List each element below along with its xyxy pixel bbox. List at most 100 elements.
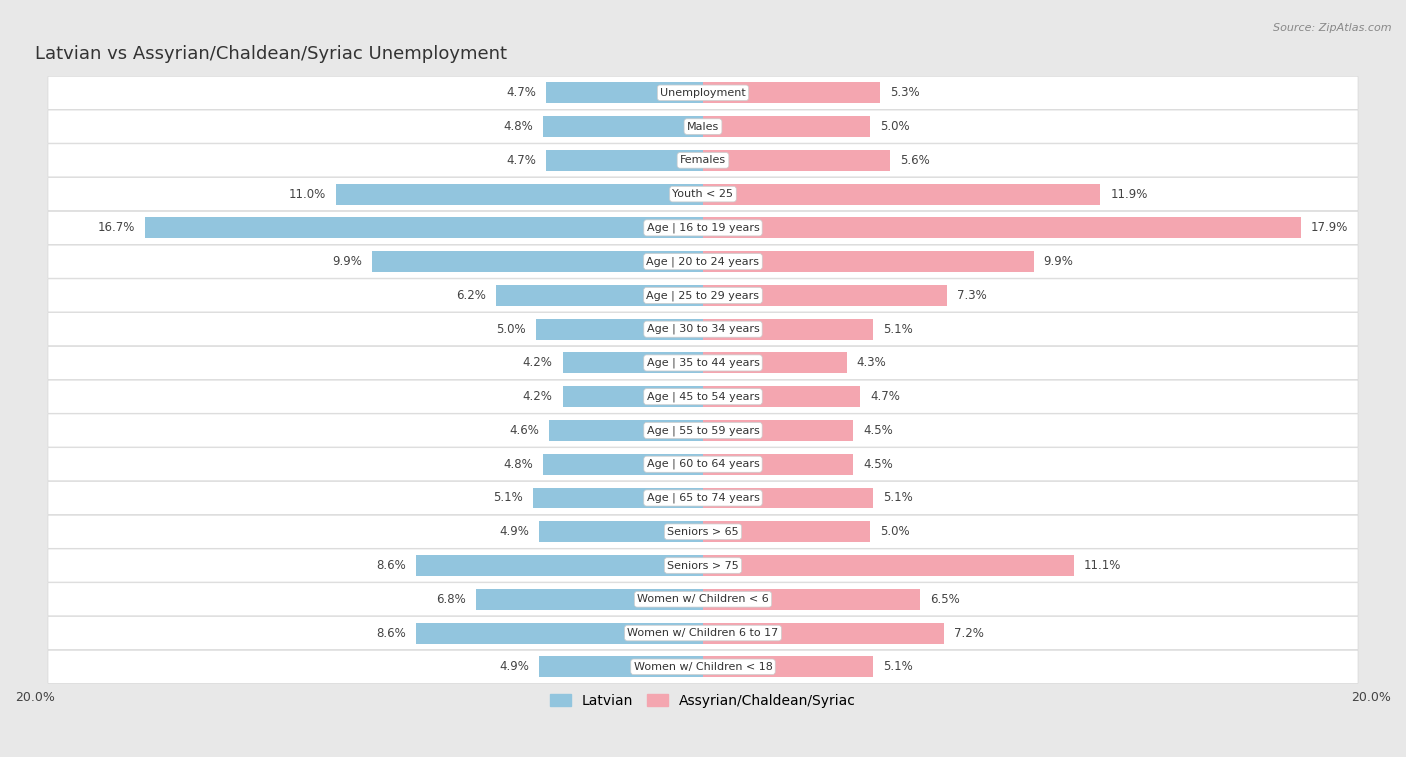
Bar [416, 622, 703, 643]
Text: Age | 65 to 74 years: Age | 65 to 74 years [647, 493, 759, 503]
Bar [540, 522, 703, 542]
Text: 4.5%: 4.5% [863, 458, 893, 471]
Bar [703, 488, 873, 509]
Bar [703, 622, 943, 643]
Text: 16.7%: 16.7% [98, 221, 135, 235]
Bar [543, 116, 703, 137]
Text: Age | 60 to 64 years: Age | 60 to 64 years [647, 459, 759, 469]
Text: 5.0%: 5.0% [880, 120, 910, 133]
Text: Unemployment: Unemployment [661, 88, 745, 98]
Text: 4.2%: 4.2% [523, 357, 553, 369]
Text: Age | 35 to 44 years: Age | 35 to 44 years [647, 358, 759, 368]
Text: 4.7%: 4.7% [506, 154, 536, 167]
Bar [703, 116, 870, 137]
Text: Women w/ Children 6 to 17: Women w/ Children 6 to 17 [627, 628, 779, 638]
Text: 17.9%: 17.9% [1310, 221, 1348, 235]
Text: 5.3%: 5.3% [890, 86, 920, 99]
FancyBboxPatch shape [48, 380, 1358, 413]
Text: 6.2%: 6.2% [456, 289, 486, 302]
Text: 5.1%: 5.1% [883, 660, 912, 673]
Bar [475, 589, 703, 609]
Bar [703, 83, 880, 103]
FancyBboxPatch shape [48, 650, 1358, 684]
Text: 4.6%: 4.6% [509, 424, 540, 437]
Text: Age | 30 to 34 years: Age | 30 to 34 years [647, 324, 759, 335]
Text: 7.3%: 7.3% [957, 289, 987, 302]
FancyBboxPatch shape [48, 414, 1358, 447]
Bar [543, 453, 703, 475]
FancyBboxPatch shape [48, 516, 1358, 548]
Bar [540, 656, 703, 678]
FancyBboxPatch shape [48, 178, 1358, 210]
Bar [536, 319, 703, 340]
Bar [533, 488, 703, 509]
Bar [703, 420, 853, 441]
Text: Youth < 25: Youth < 25 [672, 189, 734, 199]
Bar [703, 453, 853, 475]
Text: Latvian vs Assyrian/Chaldean/Syriac Unemployment: Latvian vs Assyrian/Chaldean/Syriac Unem… [35, 45, 508, 64]
FancyBboxPatch shape [48, 549, 1358, 582]
Text: Seniors > 65: Seniors > 65 [668, 527, 738, 537]
Text: 5.0%: 5.0% [880, 525, 910, 538]
Text: Age | 45 to 54 years: Age | 45 to 54 years [647, 391, 759, 402]
Text: 4.3%: 4.3% [856, 357, 886, 369]
Text: Age | 16 to 19 years: Age | 16 to 19 years [647, 223, 759, 233]
FancyBboxPatch shape [48, 583, 1358, 616]
FancyBboxPatch shape [48, 76, 1358, 109]
FancyBboxPatch shape [48, 211, 1358, 245]
Bar [703, 217, 1301, 238]
Text: Age | 20 to 24 years: Age | 20 to 24 years [647, 257, 759, 267]
Text: 9.9%: 9.9% [332, 255, 363, 268]
Text: 5.0%: 5.0% [496, 322, 526, 335]
Text: Women w/ Children < 18: Women w/ Children < 18 [634, 662, 772, 671]
Text: 8.6%: 8.6% [375, 627, 406, 640]
Bar [703, 522, 870, 542]
Text: Seniors > 75: Seniors > 75 [666, 560, 740, 571]
Text: Age | 55 to 59 years: Age | 55 to 59 years [647, 425, 759, 436]
Text: 6.8%: 6.8% [436, 593, 465, 606]
Bar [562, 353, 703, 373]
Bar [703, 184, 1101, 204]
Bar [546, 83, 703, 103]
Bar [496, 285, 703, 306]
Bar [703, 150, 890, 171]
FancyBboxPatch shape [48, 279, 1358, 312]
Text: 11.0%: 11.0% [288, 188, 326, 201]
Text: 5.1%: 5.1% [883, 322, 912, 335]
FancyBboxPatch shape [48, 347, 1358, 379]
FancyBboxPatch shape [48, 144, 1358, 177]
Text: 5.1%: 5.1% [883, 491, 912, 504]
Bar [703, 386, 860, 407]
Text: Source: ZipAtlas.com: Source: ZipAtlas.com [1274, 23, 1392, 33]
Bar [562, 386, 703, 407]
Text: 5.1%: 5.1% [494, 491, 523, 504]
Bar [703, 589, 920, 609]
Text: 7.2%: 7.2% [953, 627, 983, 640]
Bar [336, 184, 703, 204]
Text: 4.9%: 4.9% [499, 660, 529, 673]
FancyBboxPatch shape [48, 245, 1358, 278]
Text: 11.9%: 11.9% [1111, 188, 1147, 201]
Bar [703, 656, 873, 678]
FancyBboxPatch shape [48, 110, 1358, 143]
Text: 9.9%: 9.9% [1043, 255, 1074, 268]
Bar [703, 319, 873, 340]
Bar [550, 420, 703, 441]
Text: 4.2%: 4.2% [523, 390, 553, 403]
Bar [546, 150, 703, 171]
Text: 4.8%: 4.8% [503, 458, 533, 471]
Bar [145, 217, 703, 238]
Text: 8.6%: 8.6% [375, 559, 406, 572]
Text: 4.7%: 4.7% [870, 390, 900, 403]
Text: Women w/ Children < 6: Women w/ Children < 6 [637, 594, 769, 604]
Text: 5.6%: 5.6% [900, 154, 929, 167]
Text: 4.5%: 4.5% [863, 424, 893, 437]
FancyBboxPatch shape [48, 313, 1358, 346]
Bar [416, 555, 703, 576]
FancyBboxPatch shape [48, 447, 1358, 481]
Text: 6.5%: 6.5% [931, 593, 960, 606]
FancyBboxPatch shape [48, 481, 1358, 515]
Text: 4.9%: 4.9% [499, 525, 529, 538]
Bar [373, 251, 703, 272]
FancyBboxPatch shape [48, 616, 1358, 650]
